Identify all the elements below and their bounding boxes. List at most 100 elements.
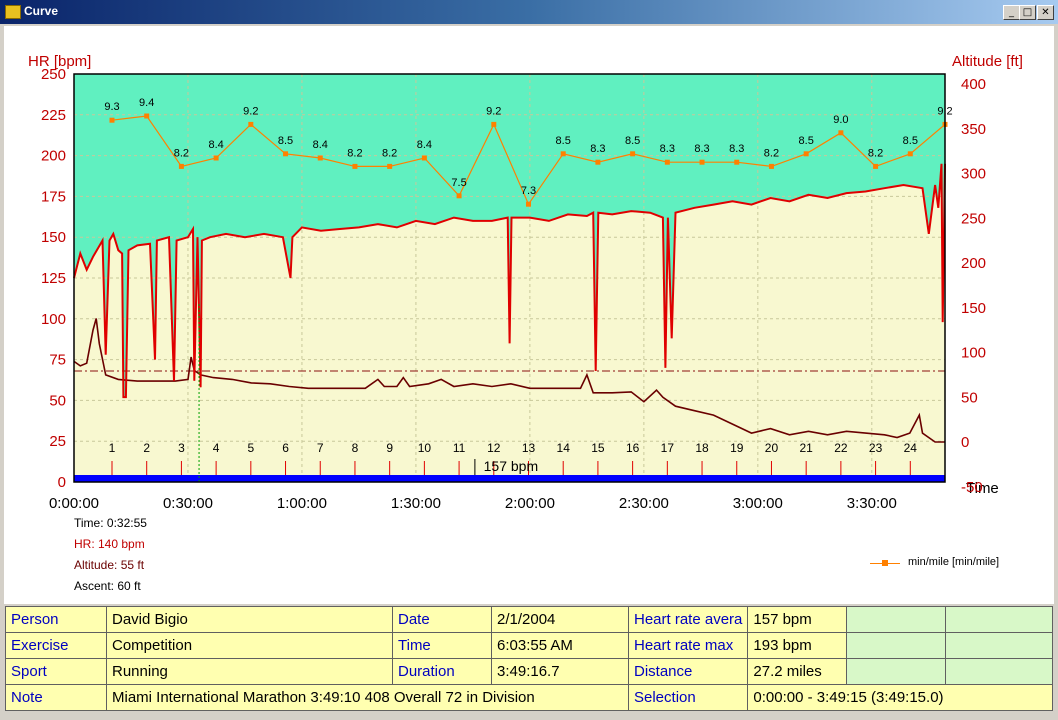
pace-point — [699, 159, 705, 165]
pace-data-label: 8.4 — [208, 139, 223, 151]
chart-area[interactable]: HR [bpm] Altitude [ft] Time 250 225 200 175… — [4, 26, 1054, 604]
minimize-button[interactable]: _ — [1003, 5, 1020, 20]
sport-value[interactable]: Running — [106, 658, 393, 685]
pace-data-label: 9.2 — [243, 105, 258, 117]
title-bar[interactable]: Curve _ □ ✕ — [0, 0, 1058, 24]
hr-tick-label: 200 — [41, 148, 66, 165]
pace-data-label: 8.5 — [799, 135, 814, 147]
split-marker-label: 1 — [109, 441, 116, 455]
time-tick-label: 1:00:00 — [277, 495, 327, 512]
hr-axis-label: HR [bpm] — [28, 53, 91, 70]
pace-data-label: 8.2 — [347, 147, 362, 159]
heart-rate-chart[interactable]: HR [bpm] Altitude [ft] Time 250225200175… — [4, 26, 1054, 604]
info-row-sport: Sport Running Duration 3:49:16.7 Distanc… — [5, 658, 1053, 685]
pace-data-label: 7.3 — [521, 185, 536, 197]
altitude-tick-label: 150 — [961, 300, 986, 317]
pace-data-label: 9.2 — [486, 105, 501, 117]
pace-legend-label: min/mile [min/mile] — [908, 556, 1000, 568]
altitude-series-line — [73, 318, 945, 443]
below-hr-region — [74, 163, 945, 483]
date-value[interactable]: 2/1/2004 — [491, 606, 629, 633]
split-marker-label: 18 — [695, 441, 709, 455]
time-tick-label: 0:00:00 — [49, 495, 99, 512]
altitude-tick-label: 350 — [961, 121, 986, 138]
split-marker-label: 2 — [143, 441, 150, 455]
split-marker-label: 17 — [661, 441, 675, 455]
pace-data-label: 7.5 — [451, 177, 466, 189]
pace-point — [109, 117, 115, 123]
time-tick-label: 2:30:00 — [619, 495, 669, 512]
time-value[interactable]: 6:03:55 AM — [491, 632, 629, 659]
duration-value[interactable]: 3:49:16.7 — [491, 658, 629, 685]
info-row-note: Note Miami International Marathon 3:49:1… — [5, 684, 1053, 711]
split-marker-label: 12 — [487, 441, 501, 455]
info-row-exercise: Exercise Competition Time 6:03:55 AM Hea… — [5, 632, 1053, 659]
close-button[interactable]: ✕ — [1037, 5, 1054, 20]
window-title: Curve — [24, 4, 59, 18]
split-marker-label: 9 — [386, 441, 393, 455]
pace-data-label: 9.4 — [139, 97, 154, 109]
pace-data-label: 8.3 — [694, 143, 709, 155]
pace-point — [873, 163, 879, 169]
split-marker-label: 3 — [178, 441, 185, 455]
note-value[interactable]: Miami International Marathon 3:49:10 408… — [106, 684, 629, 711]
folder-icon — [5, 5, 21, 19]
split-marker-label: 13 — [522, 441, 536, 455]
pace-point — [144, 113, 150, 119]
distance-value[interactable]: 27.2 miles — [747, 658, 848, 685]
hr-max-value[interactable]: 193 bpm — [747, 632, 848, 659]
time-bar — [74, 475, 945, 482]
hr-tick-label: 150 — [41, 229, 66, 246]
split-marker-label: 4 — [213, 441, 220, 455]
pace-data-label: 8.3 — [660, 143, 675, 155]
cursor-ascent: Ascent: 60 ft — [74, 579, 141, 593]
split-marker-label: 14 — [557, 441, 571, 455]
altitude-tick-label: 400 — [961, 76, 986, 93]
pace-point — [664, 159, 670, 165]
cursor-time: Time: 0:32:55 — [74, 516, 147, 530]
selection-value[interactable]: 0:00:00 - 3:49:15 (3:49:15.0) — [747, 684, 1053, 711]
split-marker-label: 16 — [626, 441, 640, 455]
pace-point — [283, 151, 289, 157]
altitude-tick-label: 200 — [961, 255, 986, 272]
pace-point — [352, 163, 358, 169]
pace-data-label: 8.4 — [417, 139, 432, 151]
hr-tick-label: 25 — [49, 433, 66, 450]
pace-point — [421, 155, 427, 161]
pace-point — [387, 163, 393, 169]
plot-area[interactable]: 2502252001751501251007550250400350300250… — [41, 66, 986, 512]
pace-data-label: 8.5 — [556, 135, 571, 147]
pace-data-label: 8.2 — [174, 147, 189, 159]
person-value[interactable]: David Bigio — [106, 606, 393, 633]
hr-average-value[interactable]: 157 bpm — [747, 606, 848, 633]
pace-point — [248, 121, 254, 127]
empty-cell — [846, 632, 947, 659]
exercise-value[interactable]: Competition — [106, 632, 393, 659]
hr-tick-label: 50 — [49, 392, 66, 409]
pace-point — [838, 130, 844, 136]
pace-point — [491, 121, 497, 127]
selection-label: Selection — [627, 684, 749, 711]
cursor-hr: HR: 140 bpm — [74, 537, 145, 551]
pace-point — [178, 163, 184, 169]
plot-frame — [73, 73, 946, 483]
duration-label: Duration — [392, 658, 492, 685]
pace-data-label: 8.4 — [313, 139, 328, 151]
split-marker-label: 22 — [834, 441, 848, 455]
person-label: Person — [5, 606, 107, 633]
hr-tick-label: 250 — [41, 66, 66, 83]
pace-point — [560, 151, 566, 157]
pace-data-label: 8.2 — [764, 147, 779, 159]
pace-point — [213, 155, 219, 161]
time-tick-label: 1:30:00 — [391, 495, 441, 512]
date-label: Date — [392, 606, 492, 633]
split-marker-label: 21 — [799, 441, 813, 455]
time-tick-label: 0:30:00 — [163, 495, 213, 512]
split-marker-label: 20 — [765, 441, 779, 455]
altitude-tick-label: 250 — [961, 210, 986, 227]
empty-cell — [945, 632, 1053, 659]
maximize-button[interactable]: □ — [1019, 5, 1036, 20]
altitude-tick-label: 50 — [961, 389, 978, 406]
time-axis-label: Time — [966, 480, 999, 497]
